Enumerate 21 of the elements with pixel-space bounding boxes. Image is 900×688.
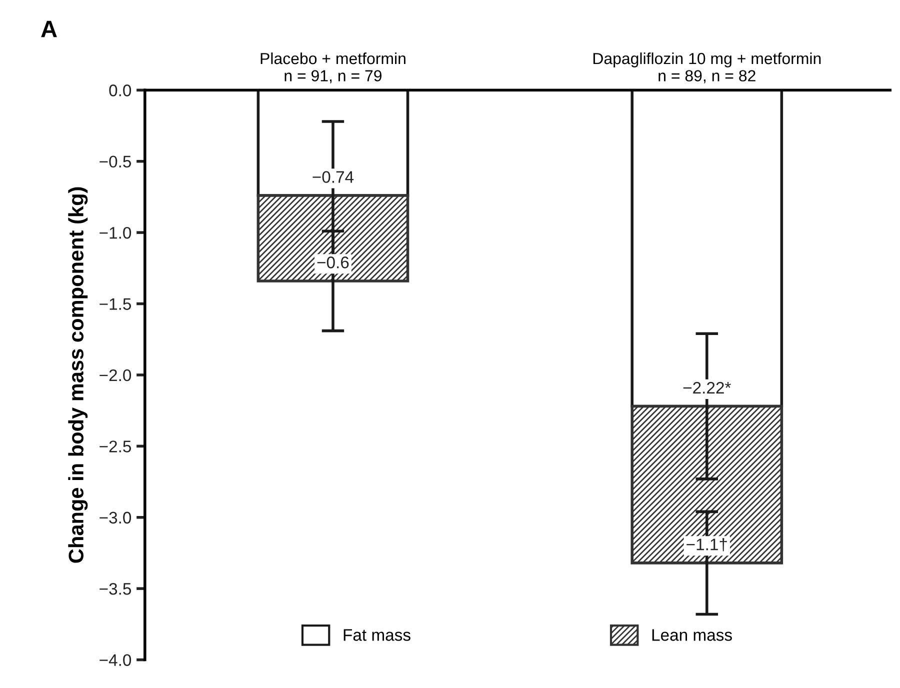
- data-label: −2.22*: [683, 382, 731, 394]
- y-tick-label: −4.0: [100, 654, 132, 666]
- y-tick-label: −3.0: [100, 512, 132, 524]
- y-axis-title: Change in body mass component (kg): [68, 187, 88, 563]
- y-tick-label: −2.5: [100, 440, 132, 452]
- y-tick-label: −3.5: [100, 582, 132, 595]
- y-tick-label: −1.0: [100, 226, 132, 239]
- data-label: −1.1†: [686, 538, 727, 552]
- data-label: −0.6: [317, 256, 349, 268]
- legend-label: Fat mass: [344, 629, 410, 641]
- legend-label: Lean mass: [652, 629, 732, 641]
- x-tick-label: Dapagliflozin 10 mg + metformin n = 89, n = 82: [593, 52, 821, 84]
- y-tick-label: 0.0: [109, 84, 132, 96]
- chart-title: A: [41, 20, 57, 38]
- y-tick-label: −2.0: [100, 369, 132, 382]
- bar: [630, 404, 784, 564]
- y-tick-label: −1.5: [100, 298, 132, 310]
- bar: [256, 194, 410, 282]
- x-tick-label: Placebo + metformin n = 91, n = 79: [260, 52, 406, 84]
- data-label: −0.74: [312, 171, 354, 183]
- y-tick-label: −0.5: [100, 156, 132, 168]
